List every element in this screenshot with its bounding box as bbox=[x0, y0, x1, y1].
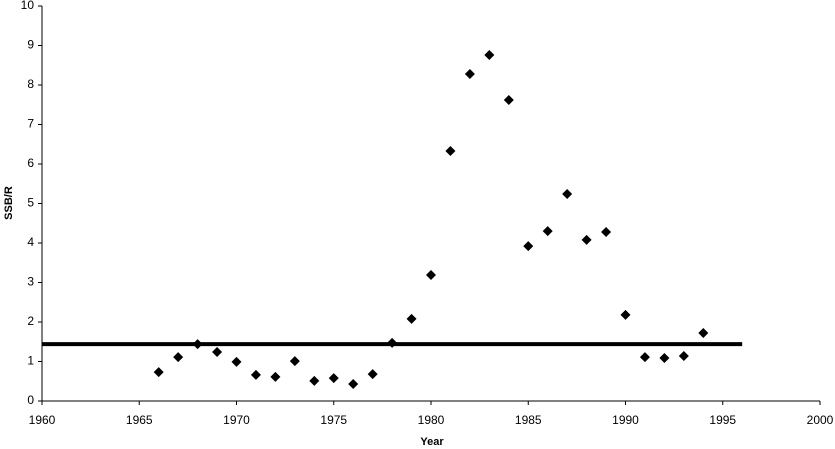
point bbox=[270, 371, 281, 382]
point bbox=[328, 373, 339, 384]
x-tick-label: 1980 bbox=[418, 413, 445, 427]
point bbox=[503, 95, 514, 106]
y-tick-label: 0 bbox=[27, 393, 34, 407]
x-tick-label: 1960 bbox=[29, 413, 56, 427]
x-axis-title: Year bbox=[420, 436, 444, 448]
y-tick-label: 5 bbox=[27, 196, 34, 210]
point bbox=[231, 356, 242, 367]
point bbox=[406, 313, 417, 324]
point bbox=[678, 350, 689, 361]
point bbox=[464, 68, 475, 79]
y-tick-label: 9 bbox=[27, 38, 34, 52]
y-tick-label: 6 bbox=[27, 156, 34, 170]
point bbox=[192, 339, 203, 350]
point bbox=[289, 356, 300, 367]
x-tick-label: 1990 bbox=[612, 413, 639, 427]
y-tick-label: 3 bbox=[27, 275, 34, 289]
point bbox=[542, 226, 553, 237]
point bbox=[581, 234, 592, 245]
point bbox=[659, 352, 670, 363]
y-tick-label: 10 bbox=[21, 0, 35, 12]
point bbox=[601, 226, 612, 237]
y-tick-label: 8 bbox=[27, 77, 34, 91]
point bbox=[445, 145, 456, 156]
point bbox=[620, 309, 631, 320]
point bbox=[698, 328, 709, 339]
point bbox=[639, 352, 650, 363]
y-tick-label: 4 bbox=[27, 235, 34, 249]
point bbox=[250, 369, 261, 380]
y-tick-label: 7 bbox=[27, 117, 34, 131]
x-tick-label: 1965 bbox=[126, 413, 153, 427]
y-axis-title: SSB/R bbox=[3, 186, 15, 220]
x-tick-label: 1975 bbox=[320, 413, 347, 427]
y-tick-label: 1 bbox=[27, 354, 34, 368]
point bbox=[309, 375, 320, 386]
point bbox=[484, 49, 495, 60]
x-tick-label: 1970 bbox=[223, 413, 250, 427]
point bbox=[387, 337, 398, 348]
point bbox=[562, 189, 573, 200]
point bbox=[153, 367, 164, 378]
x-tick-label: 1995 bbox=[709, 413, 736, 427]
x-tick-label: 1985 bbox=[515, 413, 542, 427]
x-tick-label: 2000 bbox=[807, 413, 834, 427]
point bbox=[367, 369, 378, 380]
point bbox=[173, 352, 184, 363]
y-tick-label: 2 bbox=[27, 314, 34, 328]
point bbox=[348, 379, 359, 390]
point bbox=[523, 241, 534, 252]
point bbox=[212, 347, 223, 358]
point bbox=[426, 269, 436, 280]
